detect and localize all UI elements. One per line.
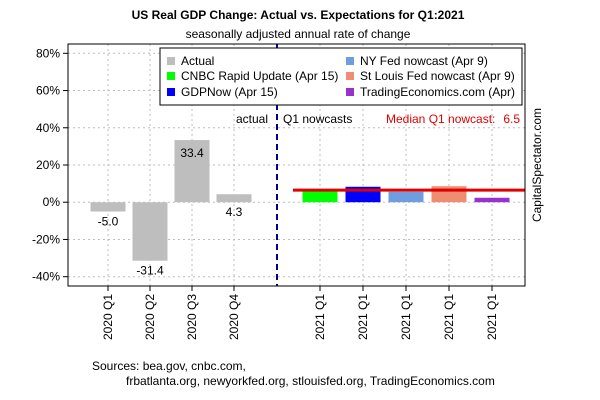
x-tick-label-0: 2020 Q1 xyxy=(101,294,115,340)
y-tick-label-0: -40% xyxy=(32,270,60,284)
legend-swatch-4 xyxy=(167,88,175,96)
bar-label-2: 33.4 xyxy=(180,146,204,160)
x-tick-label-6: 2021 Q1 xyxy=(399,294,413,340)
bar-6 xyxy=(388,191,424,203)
bar-label-3: 4.3 xyxy=(226,205,243,219)
y-tick-label-3: 20% xyxy=(36,158,60,172)
legend-label-5: TradingEconomics.com (Apr) xyxy=(360,85,515,99)
x-tick-label-2: 2020 Q3 xyxy=(185,294,199,340)
chart-subtitle: seasonally adjusted annual rate of chang… xyxy=(186,27,411,41)
y-tick-label-2: 0% xyxy=(43,195,61,209)
y-tick-label-4: 40% xyxy=(36,121,60,135)
legend-label-4: GDPNow (Apr 15) xyxy=(181,85,278,99)
x-tick-label-4: 2021 Q1 xyxy=(313,294,327,340)
x-tick-label-7: 2021 Q1 xyxy=(442,294,456,340)
bar-labels: -5.0 -31.4 33.4 4.3 xyxy=(98,146,243,278)
x-tick-label-3: 2020 Q4 xyxy=(227,294,241,340)
x-tick-label-5: 2021 Q1 xyxy=(356,294,370,340)
bar-3 xyxy=(216,194,252,203)
bar-4 xyxy=(302,191,338,203)
legend-label-0: Actual xyxy=(181,54,214,68)
y-tick-label-6: 80% xyxy=(36,46,60,60)
median-label: Median Q1 nowcast: xyxy=(386,112,495,126)
actual-annotation: actual xyxy=(236,112,268,126)
legend-box xyxy=(159,47,523,106)
bar-8 xyxy=(474,197,510,203)
y-tick-label-5: 60% xyxy=(36,84,60,98)
chart-title: US Real GDP Change: Actual vs. Expectati… xyxy=(132,8,465,22)
nowcasts-annotation: Q1 nowcasts xyxy=(283,112,352,126)
y-tick-label-1: -20% xyxy=(32,232,60,246)
legend-label-1: NY Fed nowcast (Apr 9) xyxy=(360,54,488,68)
x-tick-label-8: 2021 Q1 xyxy=(485,294,499,340)
bar-7 xyxy=(431,186,467,203)
watermark: CapitalSpectator.com xyxy=(530,108,544,222)
legend-swatch-2 xyxy=(167,72,175,80)
legend-swatch-3 xyxy=(346,72,354,80)
x-tick-label-1: 2020 Q2 xyxy=(143,294,157,340)
sources-line-1: Sources: bea.gov, cnbc.com, xyxy=(92,359,246,373)
bars xyxy=(90,140,510,261)
x-axis: 2020 Q1 2020 Q2 2020 Q3 2020 Q4 2021 Q1 2021 … xyxy=(101,286,499,340)
legend-swatch-0 xyxy=(167,57,175,65)
legend-swatch-5 xyxy=(346,88,354,96)
legend-swatch-1 xyxy=(346,57,354,65)
bar-1 xyxy=(132,202,168,261)
bar-label-1: -31.4 xyxy=(136,264,164,278)
bar-label-0: -5.0 xyxy=(98,215,119,229)
median-value: 6.5 xyxy=(503,112,520,126)
y-axis: -40% -20% 0% 20% 40% 60% 80% xyxy=(32,46,68,284)
legend-label-2: CNBC Rapid Update (Apr 15) xyxy=(181,69,338,83)
legend: Actual NY Fed nowcast (Apr 9) CNBC Rapid U… xyxy=(159,47,523,106)
sources-line-2: frbatlanta.org, newyorkfed.org, stlouisf… xyxy=(126,374,495,388)
bar-2 xyxy=(174,140,210,203)
bar-0 xyxy=(90,202,126,212)
legend-label-3: St Louis Fed nowcast (Apr 9) xyxy=(360,69,515,83)
